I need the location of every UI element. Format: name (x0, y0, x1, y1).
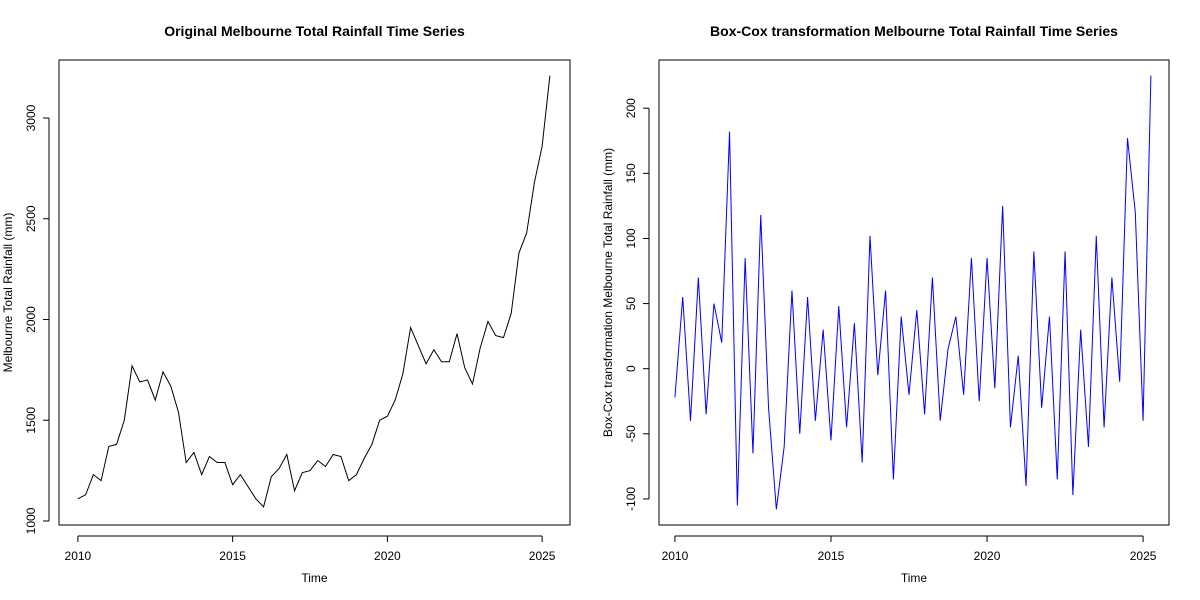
x-tick-label: 2015 (818, 549, 845, 563)
y-tick-label: 50 (624, 297, 638, 311)
x-tick-label: 2025 (1130, 549, 1157, 563)
plot-box (658, 59, 1170, 526)
y-tick-label: 2500 (24, 205, 38, 232)
y-axis-label: Melbourne Total Rainfall (mm) (1, 213, 15, 373)
y-axis-label: Box-Cox transformation Melbourne Total R… (601, 148, 615, 437)
data-line (674, 75, 1152, 510)
y-tick-label: 3000 (24, 104, 38, 131)
y-tick-label: 100 (624, 228, 638, 248)
x-axis-label: Time (901, 571, 928, 585)
plot-box (58, 59, 571, 526)
y-tick-label: -100 (624, 487, 638, 511)
x-tick-label: 2010 (662, 549, 689, 563)
data-line (77, 75, 551, 508)
x-tick-label: 2015 (219, 549, 246, 563)
x-axis-label: Time (301, 571, 328, 585)
y-tick-label: 0 (624, 365, 638, 372)
y-tick-label: 1000 (24, 507, 38, 534)
y-tick-label: 150 (624, 163, 638, 183)
y-tick-label: 2000 (24, 306, 38, 333)
chart-title: Box-Cox transformation Melbourne Total R… (710, 23, 1118, 39)
x-tick-label: 2020 (374, 549, 401, 563)
x-tick-label: 2010 (65, 549, 92, 563)
chart-title: Original Melbourne Total Rainfall Time S… (164, 23, 465, 39)
x-tick-label: 2020 (974, 549, 1001, 563)
y-tick-label: -50 (624, 425, 638, 443)
y-tick-label: 1500 (24, 407, 38, 434)
x-tick-label: 2025 (529, 549, 556, 563)
y-tick-label: 200 (624, 98, 638, 118)
